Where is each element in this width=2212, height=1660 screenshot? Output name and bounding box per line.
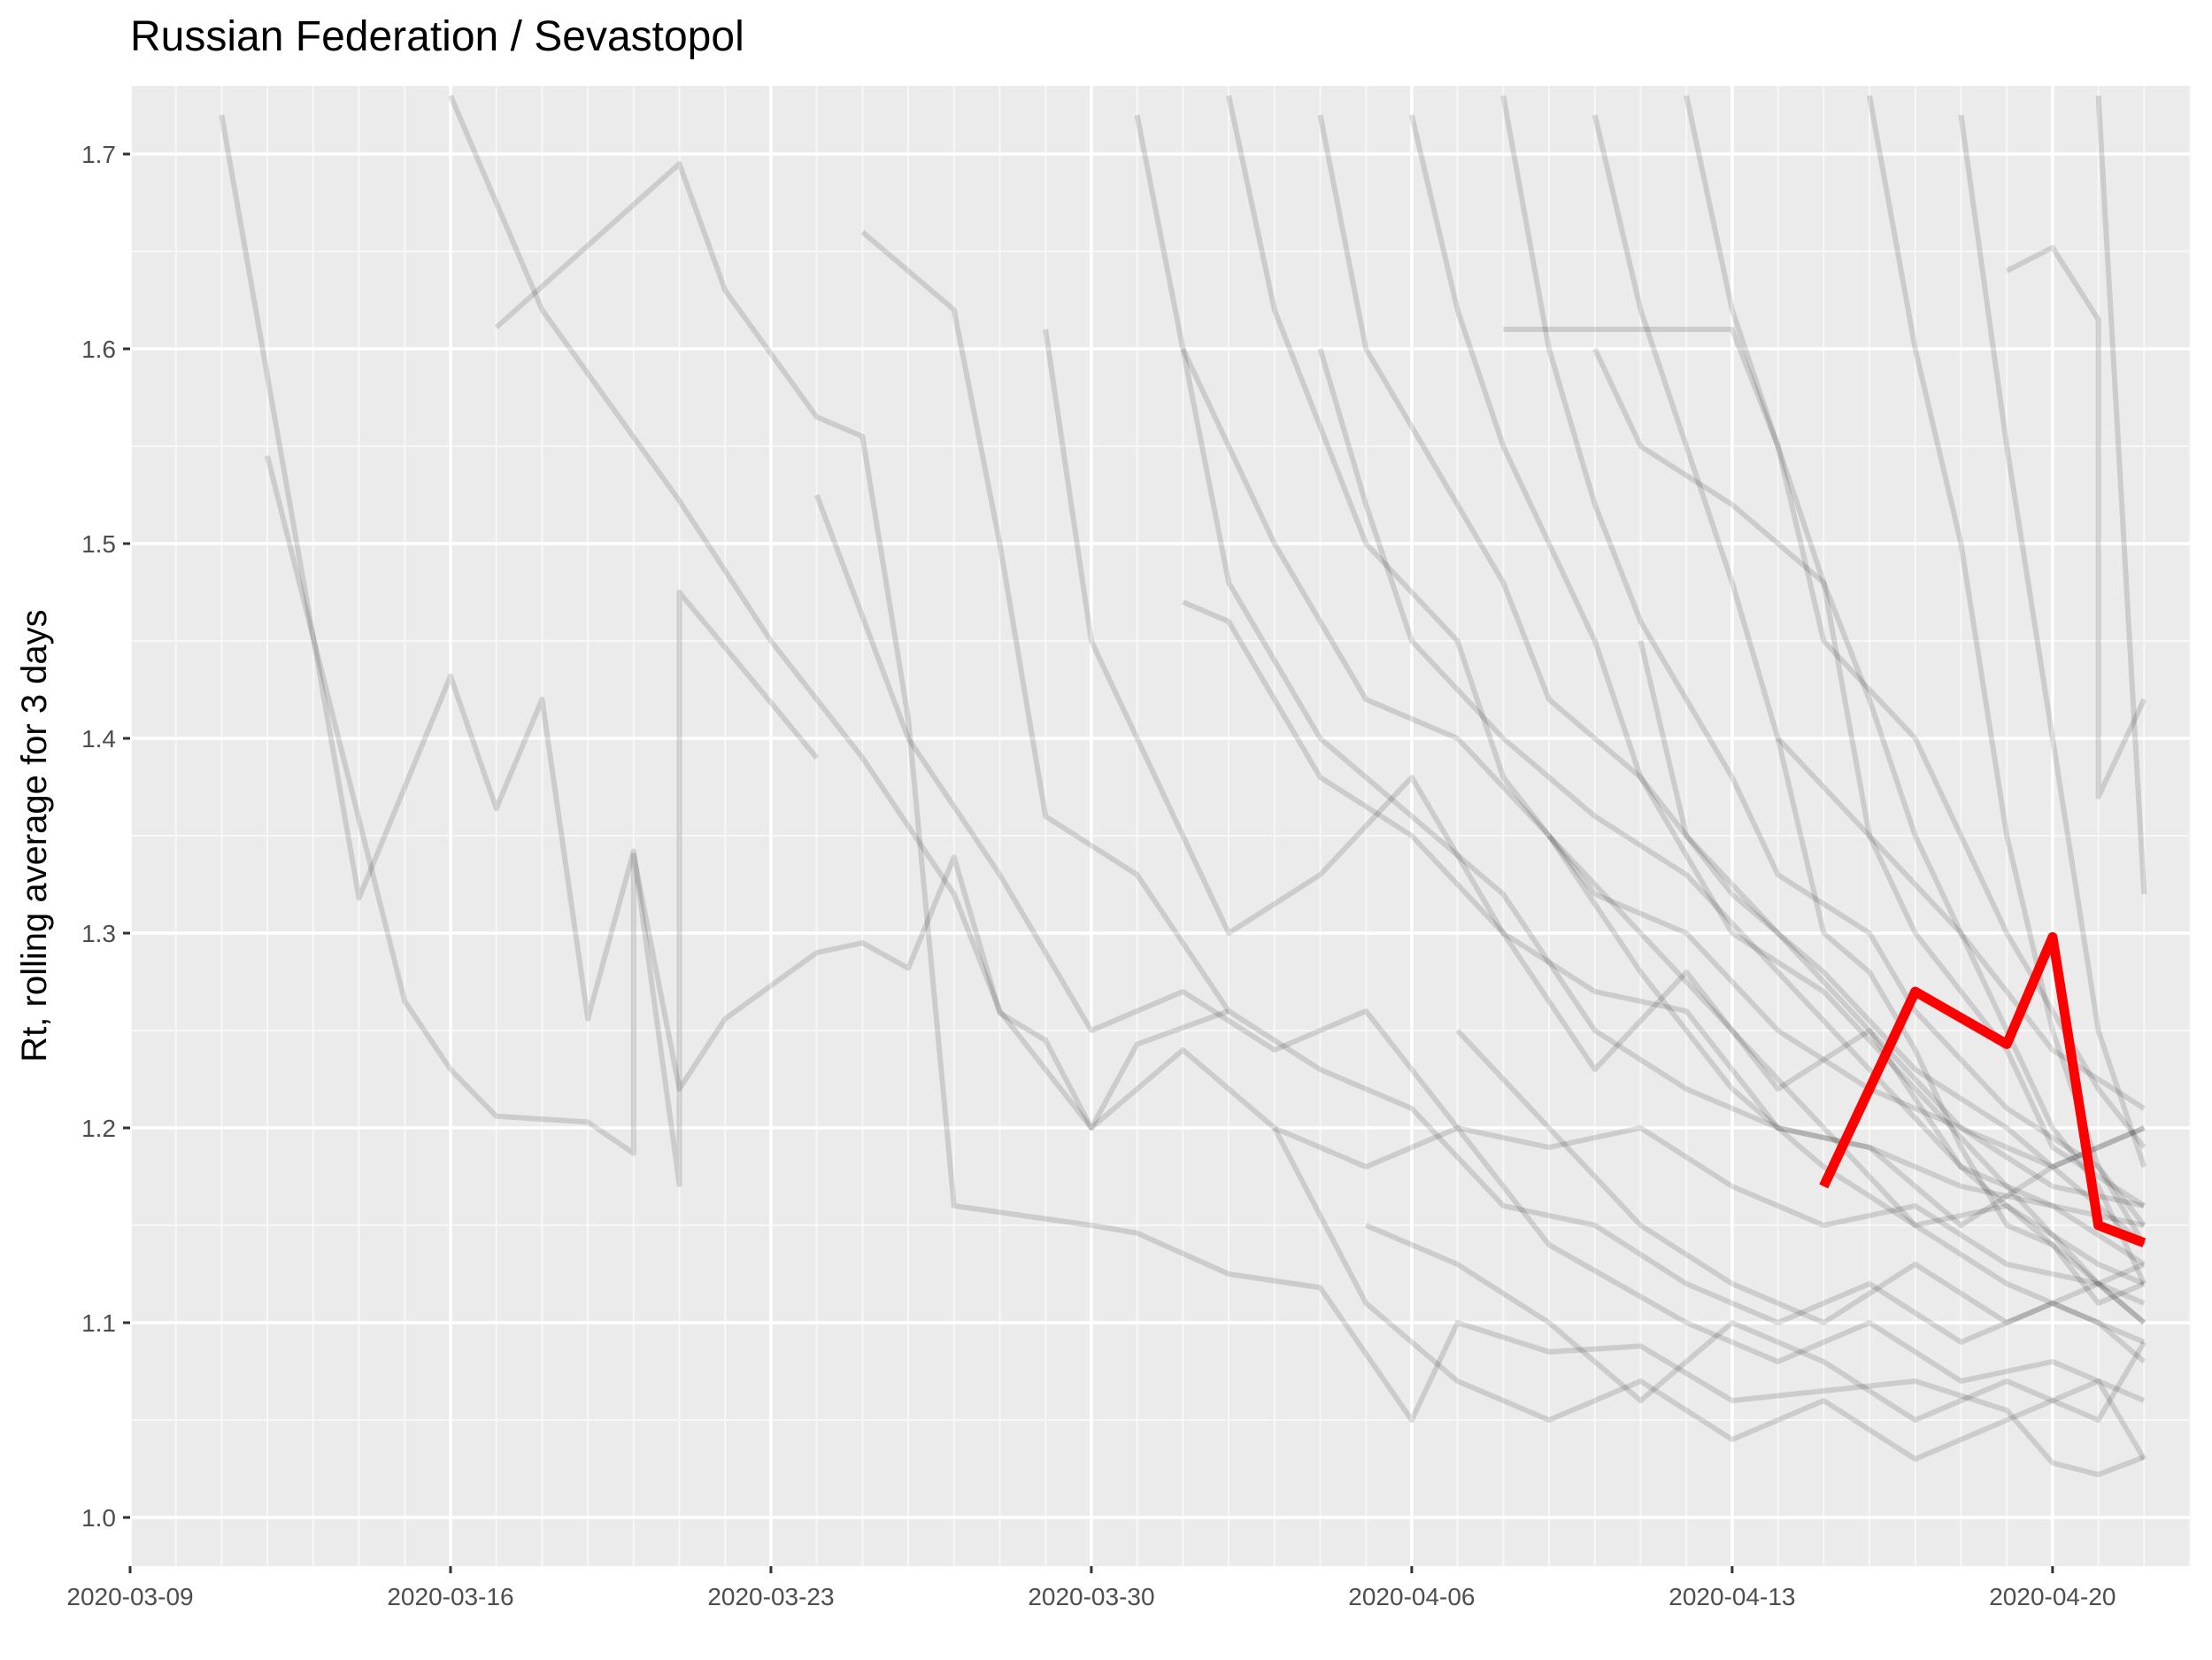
background-series-line [1867,95,2146,1247]
background-series-line [1180,347,2146,1364]
background-series-line [1684,95,2147,1286]
y-tick-label: 1.1 [81,1309,116,1337]
background-series-line [1272,1126,2146,1462]
background-series-line [813,493,2146,1306]
background-series-line [448,94,2146,1403]
x-tick-label: 2020-03-23 [707,1583,834,1610]
background-series-line [1365,1223,2146,1423]
background-series-line [2095,95,2147,895]
background-series-line [494,161,2146,1478]
background-series-line [1503,327,2146,1149]
background-series-line [2005,244,2147,799]
y-tick-label: 1.2 [81,1115,116,1142]
y-axis-tick-labels: 1.0 1.1 1.2 1.3 1.4 1.5 1.6 1.7 [81,141,116,1532]
background-series-line [1546,834,2146,1286]
background-series-line [1317,114,2146,1286]
background-series-line [1500,95,2146,1227]
y-tick-label: 1.7 [81,141,116,168]
background-series-line [265,455,1230,1156]
background-series-line [1775,737,2146,1306]
axis-ticks [123,152,2054,1573]
highlight-series-line [1819,931,2146,1247]
background-series-line [1043,328,2145,1228]
background-series-line [860,229,2146,1345]
y-axis-title: Rt, rolling average for 3 days [15,609,54,1062]
x-tick-label: 2020-04-06 [1348,1583,1475,1610]
x-axis-tick-labels: 2020-03-09 2020-03-16 2020-03-23 2020-03-30… [66,1583,2116,1610]
background-series-line [1317,348,2146,1325]
background-series-line [1592,347,2146,1111]
background-series-line [1638,640,2145,1208]
y-tick-label: 1.5 [81,530,116,558]
x-tick-label: 2020-03-16 [387,1583,513,1610]
x-tick-label: 2020-04-13 [1669,1583,1795,1610]
background-series-line [1592,114,2146,1208]
x-tick-label: 2020-03-09 [66,1583,193,1610]
background-series-line [1226,95,2146,1170]
x-tick-label: 2020-04-20 [1989,1583,2116,1610]
chart-title: Russian Federation / Sevastopol [130,13,744,60]
background-series-line [1958,114,2147,1168]
major-gridlines [128,86,2190,1566]
background-series-group [219,94,2147,1478]
y-tick-label: 1.3 [81,920,116,947]
highlight-series-group [1819,931,2146,1247]
x-tick-label: 2020-03-30 [1028,1583,1154,1610]
background-series-line [219,114,820,1187]
y-tick-label: 1.6 [81,336,116,363]
background-series-line [1134,114,2146,1267]
background-series-line [1182,599,2146,1228]
plot-panel [130,86,2190,1566]
background-series-line [1408,114,2146,1247]
y-tick-label: 1.4 [81,725,116,753]
background-series-line [1455,1028,2146,1325]
y-tick-label: 1.0 [81,1504,116,1532]
